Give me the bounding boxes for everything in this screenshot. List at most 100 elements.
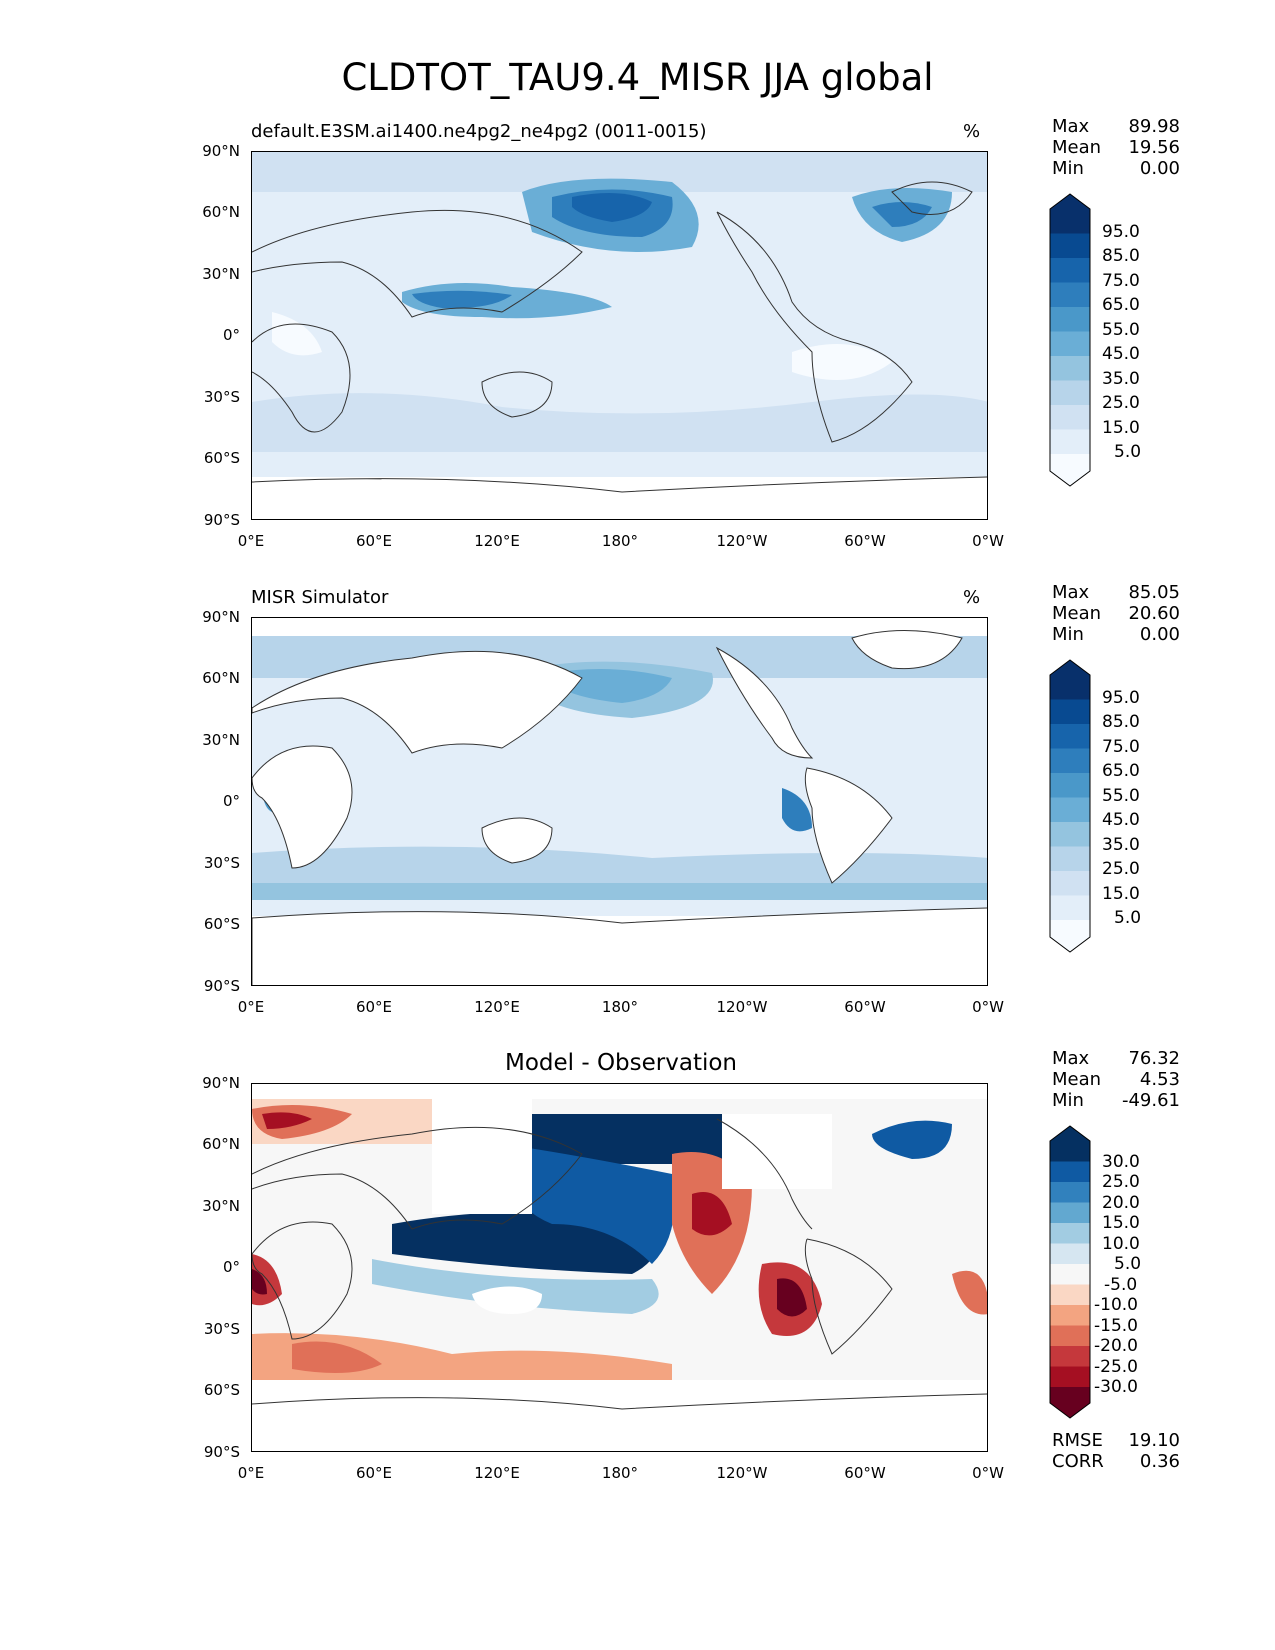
- stat-label: Min: [1052, 624, 1084, 645]
- stat-label: Min: [1052, 1090, 1084, 1111]
- colorbar-label: 45.0: [1102, 344, 1140, 364]
- lon-tick-label: 60°W: [844, 998, 886, 1016]
- lon-tick-label: 120°E: [474, 1464, 520, 1482]
- lat-tick-label: 60°S: [203, 1381, 240, 1399]
- coastlines: [252, 1118, 987, 1410]
- lon-tick-label: 120°E: [474, 532, 520, 550]
- lat-tick-label: 90°N: [202, 608, 240, 626]
- metrics-block: RMSE 19.10 CORR 0.36: [1052, 1430, 1180, 1472]
- stat-value: 0.00: [1139, 624, 1180, 645]
- colorbar-label: 30.0: [1102, 1152, 1140, 1172]
- lon-tick-label: 0°E: [237, 1464, 265, 1482]
- stat-value: 76.32: [1128, 1048, 1180, 1069]
- lat-tick-label: 0°: [222, 326, 240, 344]
- colorbar-label: -5.0: [1104, 1275, 1138, 1295]
- colorbar-label: 35.0: [1102, 835, 1140, 855]
- colorbar-label: 95.0: [1102, 688, 1140, 708]
- colorbar-label: 10.0: [1102, 1234, 1140, 1254]
- lat-tick-label: 0°: [222, 792, 240, 810]
- stat-value: 0.00: [1139, 158, 1180, 179]
- lon-tick-label: 60°E: [355, 998, 393, 1016]
- lat-tick-label: 30°S: [203, 854, 240, 872]
- lat-tick-label: 60°S: [203, 915, 240, 933]
- figure-title: CLDTOT_TAU9.4_MISR JJA global: [341, 56, 934, 99]
- lon-tick-label: 0°E: [237, 532, 265, 550]
- colorbar-label: 55.0: [1102, 786, 1140, 806]
- unit-label: %: [963, 587, 981, 608]
- metric-label: CORR: [1052, 1451, 1104, 1472]
- lon-tick-label: 0°W: [972, 998, 1004, 1016]
- lat-tick-label: 0°: [222, 1258, 240, 1276]
- lat-tick-label: 90°N: [202, 1074, 240, 1092]
- stat-label: Mean: [1052, 603, 1102, 624]
- colorbar-label: 5.0: [1114, 442, 1142, 462]
- colorbar-label: -20.0: [1094, 1336, 1138, 1356]
- colorbar-label: 75.0: [1102, 737, 1140, 757]
- lon-tick-label: 60°E: [355, 1464, 393, 1482]
- colorbar-label: 25.0: [1102, 859, 1140, 879]
- stat-label: Mean: [1052, 1069, 1102, 1090]
- lon-tick-label: 60°W: [844, 1464, 886, 1482]
- map-observation: [251, 617, 988, 986]
- field-southern: [252, 393, 987, 452]
- lon-tick-label: 120°E: [474, 998, 520, 1016]
- stat-label: Mean: [1052, 137, 1102, 158]
- lon-tick-label: 0°E: [237, 998, 265, 1016]
- colorbar: [1049, 659, 1091, 953]
- stat-label: Max: [1052, 116, 1090, 137]
- colorbar-label: 35.0: [1102, 369, 1140, 389]
- lon-tick-label: 180°: [601, 998, 639, 1016]
- colorbar-label: 65.0: [1102, 295, 1140, 315]
- lat-tick-label: 60°N: [202, 669, 240, 687]
- metric-value: 0.36: [1139, 1451, 1180, 1472]
- lat-tick-label: 60°N: [202, 203, 240, 221]
- stats-block: Max 85.05 Mean 20.60 Min 0.00: [1052, 582, 1180, 645]
- metric-value: 19.10: [1128, 1430, 1180, 1451]
- lat-tick-label: 30°N: [202, 731, 240, 749]
- map-model: [251, 151, 988, 520]
- field-positive: [532, 1114, 772, 1164]
- lon-tick-label: 0°W: [972, 532, 1004, 550]
- land-mask: [252, 630, 987, 985]
- colorbar-label: 25.0: [1102, 1172, 1140, 1192]
- colorbar-label: 5.0: [1114, 908, 1142, 928]
- lon-tick-label: 0°W: [972, 1464, 1004, 1482]
- colorbar-label: 15.0: [1102, 1213, 1140, 1233]
- lat-tick-label: 30°S: [203, 388, 240, 406]
- colorbar-label: 5.0: [1114, 1254, 1142, 1274]
- lon-tick-label: 180°: [601, 532, 639, 550]
- colorbar-label: -10.0: [1094, 1295, 1138, 1315]
- colorbar-label: 15.0: [1102, 884, 1140, 904]
- colorbar-label: 55.0: [1102, 320, 1140, 340]
- panel-title: MISR Simulator: [251, 587, 389, 608]
- lon-tick-label: 180°: [601, 1464, 639, 1482]
- lat-tick-label: 90°N: [202, 142, 240, 160]
- colorbar-label: 85.0: [1102, 712, 1140, 732]
- stat-value: 4.53: [1139, 1069, 1180, 1090]
- stat-value: 85.05: [1128, 582, 1180, 603]
- lat-tick-label: 30°N: [202, 265, 240, 283]
- lon-tick-label: 120°W: [716, 532, 768, 550]
- stat-label: Min: [1052, 158, 1084, 179]
- field-arctic: [252, 152, 987, 192]
- stat-value: -49.61: [1121, 1090, 1180, 1111]
- lat-tick-label: 30°N: [202, 1197, 240, 1215]
- stat-label: Max: [1052, 582, 1090, 603]
- stat-value: 89.98: [1128, 116, 1180, 137]
- missing-data: [432, 1099, 532, 1214]
- lat-tick-label: 30°S: [203, 1320, 240, 1338]
- panel-title: default.E3SM.ai1400.ne4pg2_ne4pg2 (0011-…: [251, 121, 707, 142]
- stat-label: Max: [1052, 1048, 1090, 1069]
- colorbar: [1049, 193, 1091, 487]
- lat-tick-label: 90°S: [203, 511, 240, 529]
- colorbar-label: -15.0: [1094, 1316, 1138, 1336]
- colorbar-label: 20.0: [1102, 1193, 1140, 1213]
- metric-label: RMSE: [1052, 1430, 1103, 1451]
- panel-title: Model - Observation: [504, 1050, 738, 1076]
- stat-value: 20.60: [1128, 603, 1180, 624]
- lat-tick-label: 60°N: [202, 1135, 240, 1153]
- stats-block: Max 89.98 Mean 19.56 Min 0.00: [1052, 116, 1180, 179]
- lon-tick-label: 120°W: [716, 1464, 768, 1482]
- unit-label: %: [963, 121, 981, 142]
- colorbar-label: 95.0: [1102, 222, 1140, 242]
